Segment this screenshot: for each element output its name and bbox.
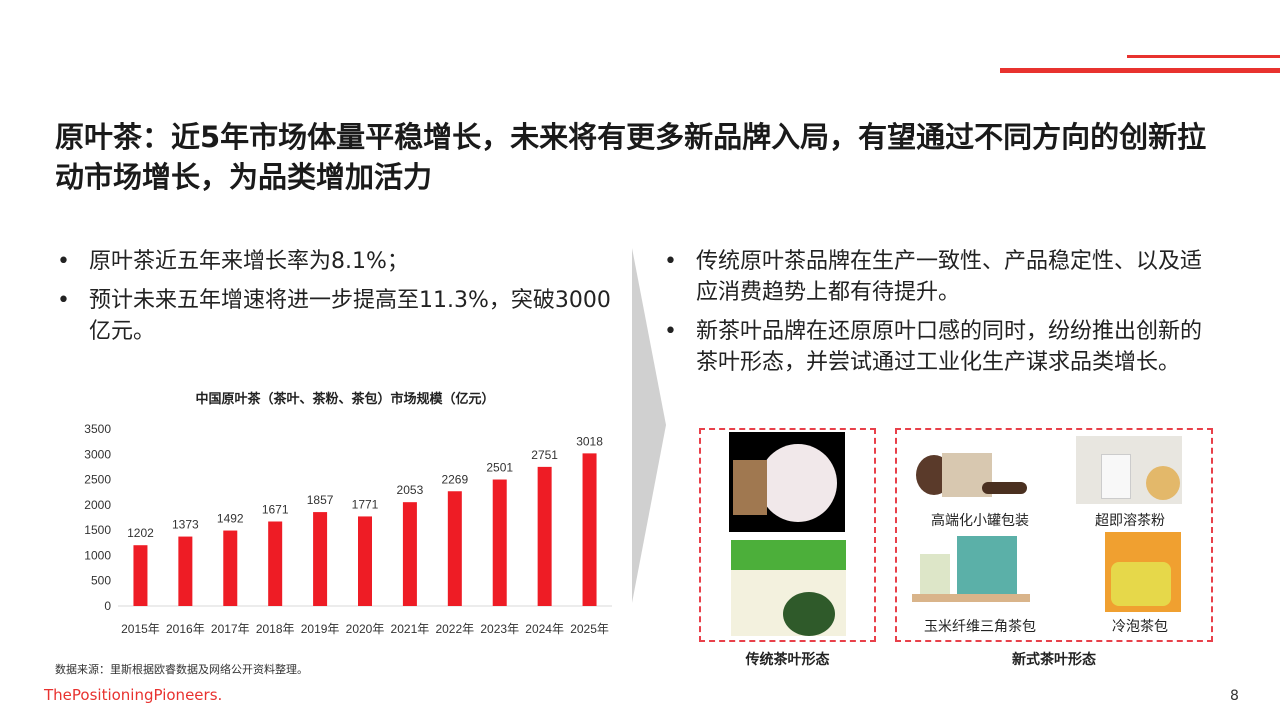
bar-chart: 0 500 1000 1500 2000 2500 3000 3500 1202 2015年 137… <box>84 422 612 636</box>
instant-powder-image <box>1076 436 1182 504</box>
y-tick-label: 1500 <box>84 523 111 537</box>
y-tick-label: 3000 <box>84 447 111 461</box>
modern-box <box>895 428 1213 642</box>
pu-erh-cake-image <box>729 432 845 532</box>
traditional-label: 传统茶叶形态 <box>745 652 830 668</box>
bar <box>313 512 328 606</box>
x-tick-label: 2016年 <box>166 622 205 636</box>
x-tick-label: 2025年 <box>570 622 609 636</box>
y-tick-label: 2500 <box>84 473 111 487</box>
y-tick-label: 2000 <box>84 498 111 512</box>
x-tick-label: 2019年 <box>301 622 340 636</box>
x-tick-label: 2017年 <box>211 622 250 636</box>
data-label: 3018 <box>576 434 603 448</box>
cold-brew-teabag-image <box>1105 532 1181 612</box>
bullet: 预计未来五年增速将进一步提高至11.3%，突破3000亿元。 <box>55 285 630 347</box>
arrow-chevron <box>632 248 666 603</box>
modern-label: 新式茶叶形态 <box>1012 652 1096 668</box>
bar <box>133 545 148 606</box>
data-label: 1202 <box>127 526 154 540</box>
chart-title: 中国原叶茶（茶叶、茶粉、茶包）市场规模（亿元） <box>195 392 495 407</box>
y-tick-label: 0 <box>104 599 111 613</box>
right-bullets: 传统原叶茶品牌在生产一致性、产品稳定性、以及适应消费趋势上都有待提升。 新茶叶品… <box>662 246 1222 386</box>
x-tick-label: 2020年 <box>346 622 385 636</box>
bar <box>582 453 597 606</box>
left-bullets: 原叶茶近五年来增长率为8.1%； 预计未来五年增速将进一步提高至11.3%，突破… <box>55 246 630 355</box>
data-label: 2751 <box>531 448 558 462</box>
small-can-image <box>912 437 1032 502</box>
data-label: 1857 <box>307 493 334 507</box>
data-label: 2269 <box>441 472 468 486</box>
bar <box>402 502 417 606</box>
bar <box>492 479 507 606</box>
modern-item-label: 冷泡茶包 <box>1112 619 1168 635</box>
x-tick-label: 2015年 <box>121 622 160 636</box>
x-tick-label: 2024年 <box>525 622 564 636</box>
data-label: 2053 <box>397 483 424 497</box>
brand-logo: ThePositioningPioneers. <box>44 686 223 704</box>
bar <box>358 516 372 606</box>
data-label: 1771 <box>352 497 379 511</box>
modern-item-label: 超即溶茶粉 <box>1095 513 1165 529</box>
bullet: 传统原叶茶品牌在生产一致性、产品稳定性、以及适应消费趋势上都有待提升。 <box>662 246 1222 308</box>
bar <box>223 530 238 606</box>
bar <box>268 521 283 606</box>
modern-item-label: 玉米纤维三角茶包 <box>924 619 1036 635</box>
data-label: 1671 <box>262 502 289 516</box>
x-tick-label: 2022年 <box>435 622 474 636</box>
x-tick-label: 2018年 <box>256 622 295 636</box>
bar <box>537 466 552 606</box>
x-tick-label: 2021年 <box>391 622 430 636</box>
x-tick-label: 2023年 <box>480 622 519 636</box>
bullet: 新茶叶品牌在还原原叶口感的同时，纷纷推出创新的茶叶形态，并尝试通过工业化生产谋求… <box>662 316 1222 378</box>
green-tea-bag-image <box>731 540 846 636</box>
bar <box>447 491 462 606</box>
y-tick-label: 1000 <box>84 548 111 562</box>
data-label: 1492 <box>217 512 244 526</box>
modern-item-label: 高端化小罐包装 <box>931 513 1029 529</box>
bar <box>178 536 193 606</box>
y-tick-label: 500 <box>91 574 111 588</box>
triangle-teabag-image <box>912 536 1030 606</box>
page-title: 原叶茶：近5年市场体量平稳增长，未来将有更多新品牌入局，有望通过不同方向的创新拉… <box>55 120 1207 194</box>
bullet: 原叶茶近五年来增长率为8.1%； <box>55 246 630 277</box>
traditional-box <box>699 428 876 642</box>
accent-line-top <box>1127 55 1280 58</box>
page-number: 8 <box>1230 688 1239 704</box>
accent-line-bottom <box>1000 68 1280 73</box>
data-label: 2501 <box>486 461 513 475</box>
source-note: 数据来源：里斯根据欧睿数据及网络公开资料整理。 <box>55 663 308 676</box>
y-tick-label: 3500 <box>84 422 111 436</box>
data-label: 1373 <box>172 518 199 532</box>
